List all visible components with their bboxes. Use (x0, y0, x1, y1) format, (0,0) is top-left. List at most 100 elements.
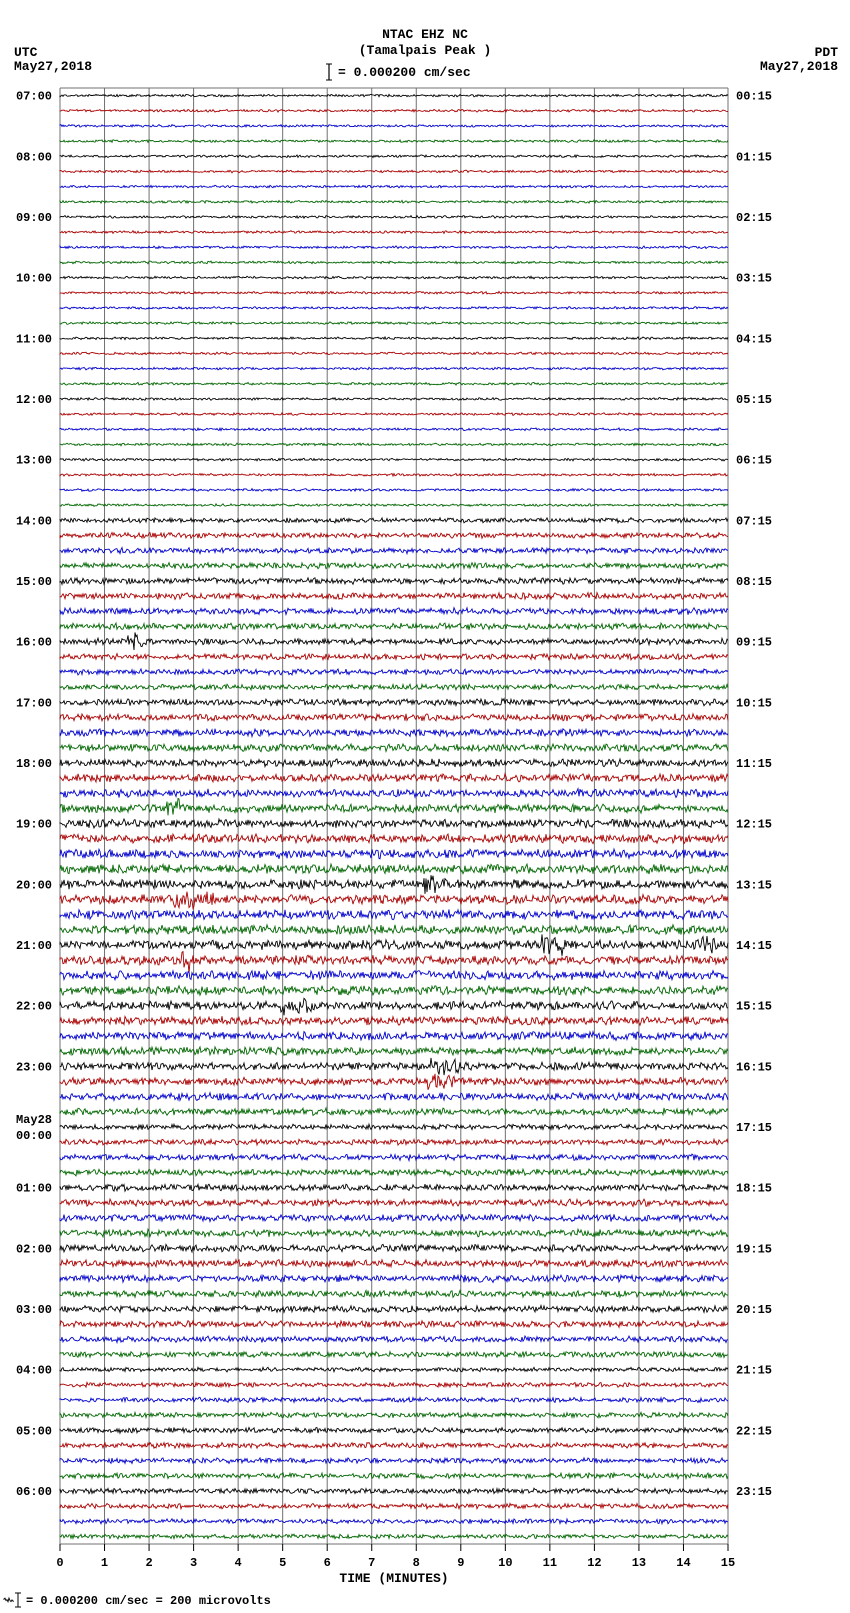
trace (60, 1534, 728, 1539)
seismogram-svg: NTAC EHZ NC(Tamalpais Peak )= 0.000200 c… (0, 0, 850, 1613)
x-tick-label: 2 (145, 1556, 152, 1570)
trace (60, 1321, 728, 1328)
right-hour-label: 22:15 (736, 1424, 772, 1438)
right-hour-label: 10:15 (736, 696, 772, 710)
trace (60, 1428, 728, 1434)
right-hour-label: 19:15 (736, 1242, 772, 1256)
left-hour-label: 07:00 (16, 90, 52, 104)
x-tick-label: 14 (676, 1556, 690, 1570)
trace (60, 952, 728, 973)
trace (60, 155, 728, 158)
right-hour-label: 04:15 (736, 332, 772, 346)
left-hour-label: 05:00 (16, 1424, 52, 1438)
right-hour-label: 07:15 (736, 514, 772, 528)
trace (60, 684, 728, 690)
trace (60, 729, 728, 737)
trace (60, 1124, 728, 1130)
trace (60, 925, 728, 935)
left-hour-label: 02:00 (16, 1242, 52, 1256)
trace (60, 892, 728, 909)
trace (60, 246, 728, 249)
right-hour-label: 23:15 (736, 1485, 772, 1499)
right-hour-label: 18:15 (736, 1182, 772, 1196)
right-hour-label: 12:15 (736, 818, 772, 832)
x-tick-label: 4 (235, 1556, 242, 1570)
trace (60, 1260, 728, 1268)
trace (60, 473, 728, 476)
trace (60, 934, 728, 955)
left-hour-label: 18:00 (16, 757, 52, 771)
right-tz: PDT (815, 45, 839, 60)
scale-label: = 0.000200 cm/sec (338, 65, 471, 80)
trace (60, 623, 728, 630)
trace (60, 1397, 728, 1402)
x-tick-label: 0 (56, 1556, 63, 1570)
trace (60, 185, 728, 188)
trace (60, 563, 728, 569)
trace (60, 548, 728, 554)
trace (60, 759, 728, 767)
trace (60, 1458, 728, 1464)
trace (60, 1016, 728, 1025)
x-tick-label: 3 (190, 1556, 197, 1570)
trace (60, 1352, 728, 1358)
left-hour-label: 15:00 (16, 575, 52, 589)
trace (60, 1244, 728, 1252)
right-hour-label: 13:15 (736, 878, 772, 892)
trace (60, 1382, 728, 1387)
seismogram-stage: NTAC EHZ NC(Tamalpais Peak )= 0.000200 c… (0, 0, 850, 1613)
left-hour-label: 21:00 (16, 939, 52, 953)
trace (60, 413, 728, 416)
trace (60, 714, 728, 721)
trace (60, 1367, 728, 1372)
trace (60, 910, 728, 920)
trace (60, 1047, 728, 1056)
trace (60, 834, 728, 844)
trace (60, 1032, 728, 1041)
x-tick-label: 1 (101, 1556, 108, 1570)
trace (60, 669, 728, 675)
trace (60, 1412, 728, 1417)
trace (60, 593, 728, 600)
trace (60, 125, 728, 128)
trace (60, 1169, 728, 1176)
x-tick-label: 15 (721, 1556, 735, 1570)
trace (60, 1108, 728, 1115)
trace (60, 109, 728, 112)
x-tick-label: 5 (279, 1556, 286, 1570)
right-hour-label: 21:15 (736, 1364, 772, 1378)
right-hour-label: 05:15 (736, 393, 772, 407)
right-hour-label: 01:15 (736, 150, 772, 164)
x-axis-label: TIME (MINUTES) (339, 1571, 448, 1586)
trace (60, 1275, 728, 1283)
left-hour-label: 06:00 (16, 1485, 52, 1499)
trace (60, 170, 728, 173)
trace (60, 699, 728, 706)
left-date-break: May28 (16, 1113, 52, 1127)
trace (60, 849, 728, 859)
trace (60, 774, 728, 782)
left-hour-label: 16:00 (16, 636, 52, 650)
left-hour-label: 12:00 (16, 393, 52, 407)
right-hour-label: 15:15 (736, 1000, 772, 1014)
trace (60, 632, 728, 650)
left-hour-label: 01:00 (16, 1182, 52, 1196)
left-hour-label: 03:00 (16, 1303, 52, 1317)
right-hour-label: 16:15 (736, 1060, 772, 1074)
x-tick-label: 6 (324, 1556, 331, 1570)
left-hour-label: 11:00 (16, 332, 52, 346)
right-hour-label: 03:15 (736, 272, 772, 286)
trace (60, 1184, 728, 1191)
trace (60, 533, 728, 539)
left-hour-label: 00:00 (16, 1129, 52, 1143)
trace (60, 458, 728, 461)
right-hour-label: 00:15 (736, 90, 772, 104)
trace (60, 1139, 728, 1145)
trace (60, 398, 728, 401)
station-code: NTAC EHZ NC (382, 27, 468, 42)
trace (60, 428, 728, 431)
right-hour-label: 17:15 (736, 1121, 772, 1135)
trace (60, 1305, 728, 1312)
trace (60, 518, 728, 523)
left-hour-label: 17:00 (16, 696, 52, 710)
